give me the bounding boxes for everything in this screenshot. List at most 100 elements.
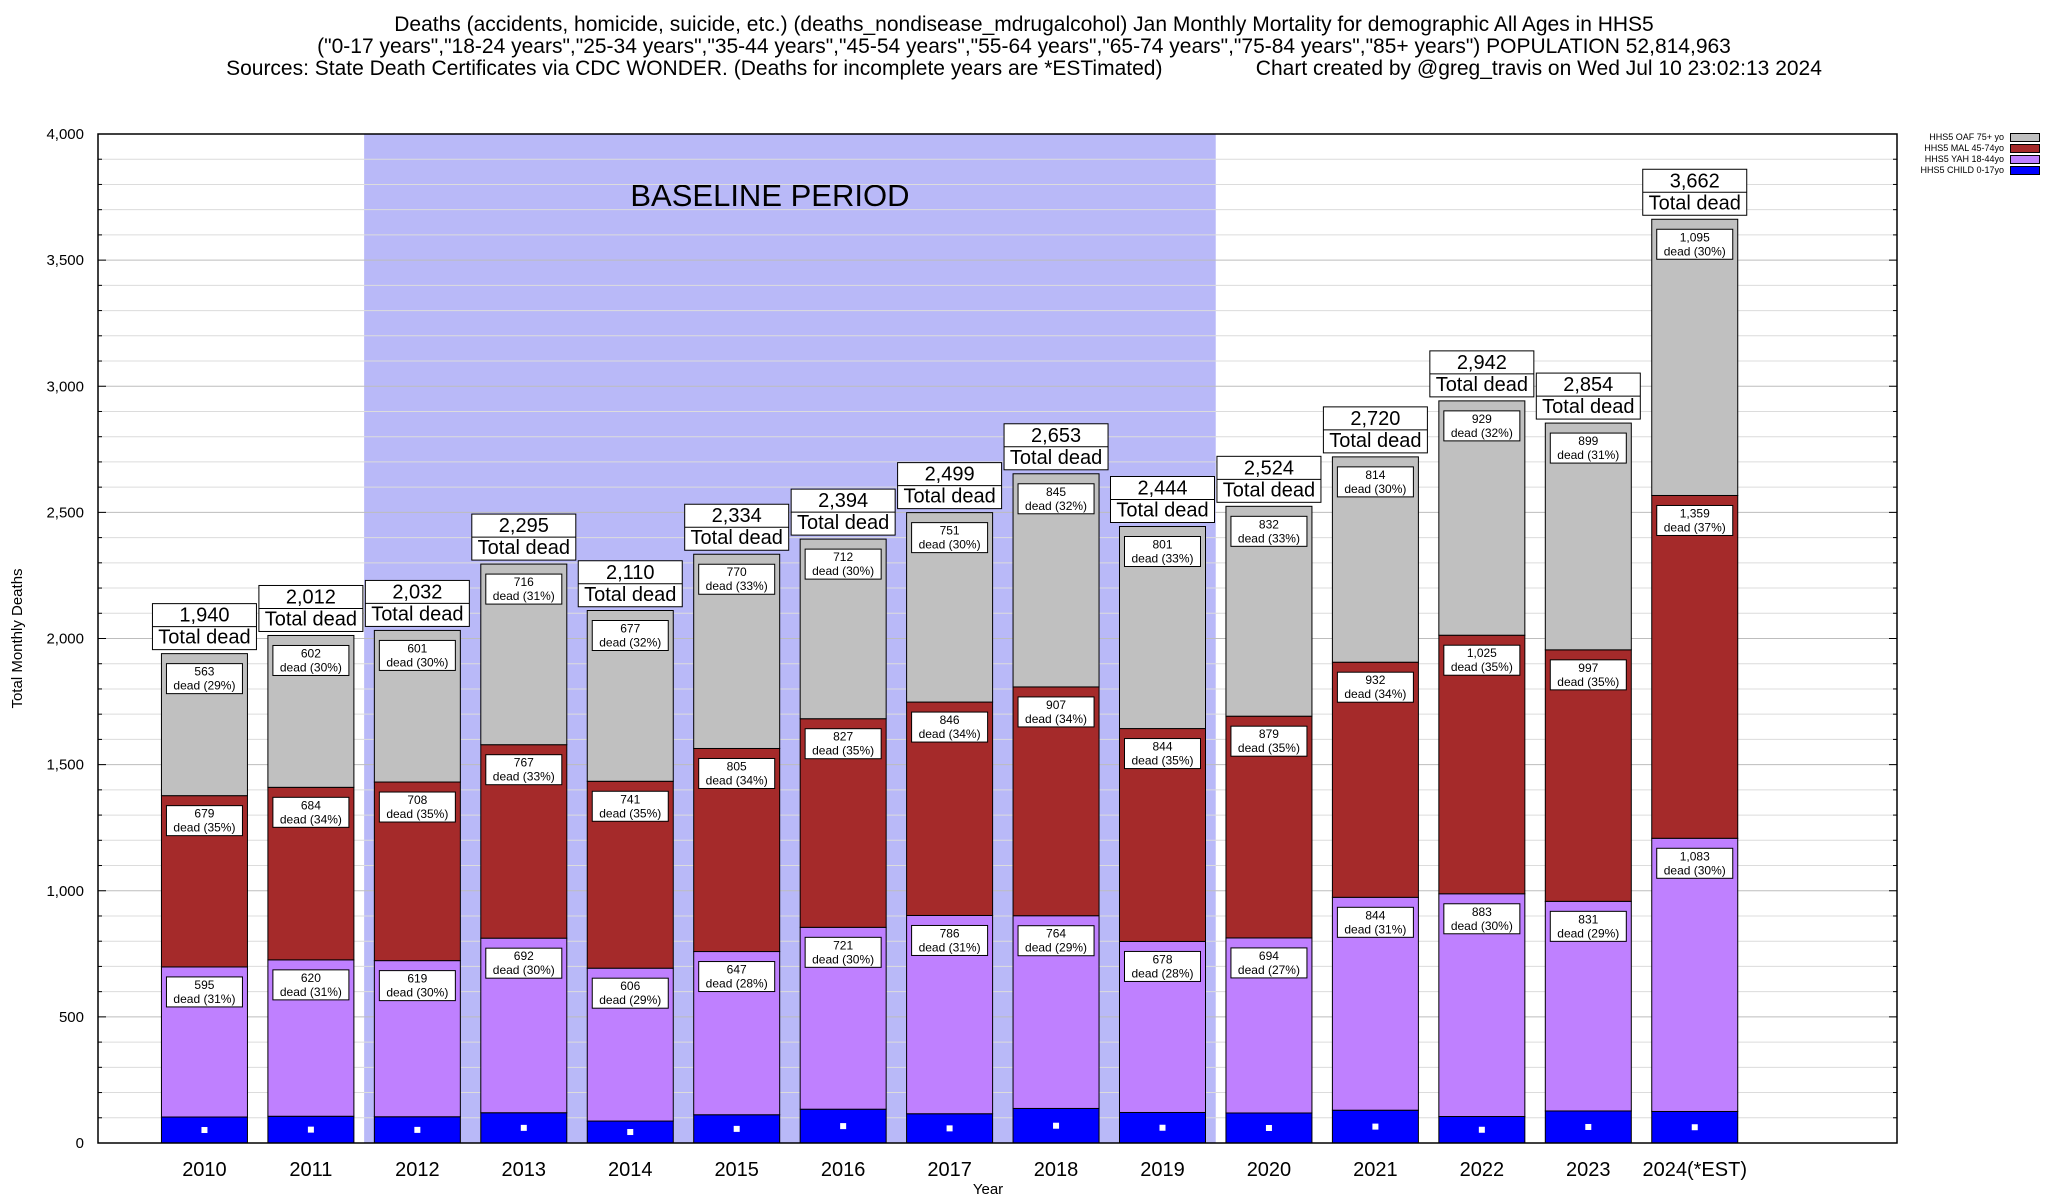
legend-swatch <box>2010 144 2040 153</box>
segment-value-label: 844 <box>1152 740 1172 754</box>
child-marker <box>1585 1123 1592 1130</box>
segment-pct-label: dead (30%) <box>386 986 448 1000</box>
legend-item: HHS5 MAL 45-74yo <box>1920 143 2040 154</box>
segment-pct-label: dead (34%) <box>1025 712 1087 726</box>
chart-title: Deaths (accidents, homicide, suicide, et… <box>394 13 1654 36</box>
legend-item: HHS5 OAF 75+ yo <box>1920 132 2040 143</box>
segment-pct-label: dead (33%) <box>706 579 768 593</box>
segment-label-box <box>272 644 350 676</box>
total-caption-label: Total dead <box>1436 374 1528 396</box>
x-tick-label: 2018 <box>1034 1159 1079 1181</box>
segment-label-box <box>1443 644 1521 676</box>
legend-swatch <box>2010 155 2040 164</box>
chart-legend: HHS5 OAF 75+ yo HHS5 MAL 45-74yo HHS5 YA… <box>1920 132 2040 176</box>
total-value-label: 2,854 <box>1563 374 1613 396</box>
total-caption-label: Total dead <box>1223 479 1315 501</box>
segment-pct-label: dead (30%) <box>1664 863 1726 877</box>
total-caption-label: Total dead <box>903 486 995 508</box>
legend-label: HHS5 OAF 75+ yo <box>1929 132 2004 142</box>
segment-value-label: 827 <box>833 730 853 744</box>
segment-value-label: 883 <box>1472 905 1492 919</box>
segment-pct-label: dead (30%) <box>280 660 342 674</box>
y-tick-label: 500 <box>59 1009 84 1026</box>
total-value-label: 1,940 <box>179 605 229 627</box>
child-marker <box>307 1126 314 1133</box>
segment-label-box <box>804 728 882 760</box>
segment-value-label: 764 <box>1046 927 1066 941</box>
segment-value-label: 814 <box>1365 468 1385 482</box>
segment-pct-label: dead (34%) <box>280 812 342 826</box>
segment-label-box <box>1656 847 1734 879</box>
segment-label-box <box>804 548 882 580</box>
segment-pct-label: dead (33%) <box>1238 531 1300 545</box>
segment-label-box <box>1443 903 1521 935</box>
x-tick-label: 2021 <box>1353 1159 1398 1181</box>
segment-value-label: 708 <box>407 793 427 807</box>
segment-label-box <box>1656 228 1734 260</box>
segment-value-label: 684 <box>301 798 321 812</box>
y-tick-label: 1,000 <box>46 883 84 900</box>
segment-value-label: 879 <box>1259 727 1279 741</box>
segment-pct-label: dead (31%) <box>1557 448 1619 462</box>
x-tick-label: 2020 <box>1247 1159 1292 1181</box>
y-tick-label: 3,500 <box>46 252 84 269</box>
total-value-label: 2,524 <box>1244 457 1294 479</box>
segment-pct-label: dead (32%) <box>599 636 661 650</box>
y-tick-label: 2,000 <box>46 631 84 648</box>
total-caption-label: Total dead <box>797 512 889 534</box>
segment-pct-label: dead (35%) <box>173 821 235 835</box>
segment-value-label: 647 <box>727 963 747 977</box>
segment-pct-label: dead (31%) <box>493 589 555 603</box>
segment-pct-label: dead (35%) <box>599 806 661 820</box>
total-caption-label: Total dead <box>478 537 570 559</box>
x-axis-label: Year <box>973 1181 1003 1198</box>
x-tick-label: 2013 <box>502 1159 547 1181</box>
total-value-label: 2,720 <box>1350 408 1400 430</box>
x-tick-label: 2014 <box>608 1159 653 1181</box>
segment-pct-label: dead (35%) <box>386 807 448 821</box>
chart-subtitle-ages: ("0-17 years","18-24 years","25-34 years… <box>317 35 1731 58</box>
child-marker <box>201 1127 208 1134</box>
x-tick-label: 2022 <box>1460 1159 1505 1181</box>
child-marker <box>1053 1122 1060 1129</box>
total-value-label: 2,012 <box>286 586 336 608</box>
x-tick-label: 2016 <box>821 1159 866 1181</box>
segment-pct-label: dead (35%) <box>1131 754 1193 768</box>
chart-title-block: Deaths (accidents, homicide, suicide, et… <box>0 14 2048 80</box>
segment-pct-label: dead (29%) <box>1025 941 1087 955</box>
segment-label-box <box>272 969 350 1001</box>
total-caption-label: Total dead <box>1116 500 1208 522</box>
segment-value-label: 929 <box>1472 412 1492 426</box>
total-caption-label: Total dead <box>265 608 357 630</box>
legend-item: HHS5 YAH 18-44yo <box>1920 154 2040 165</box>
segment-value-label: 845 <box>1046 485 1066 499</box>
segment-pct-label: dead (37%) <box>1664 520 1726 534</box>
segment-label-box <box>911 924 989 956</box>
segment-value-label: 716 <box>514 575 534 589</box>
segment-label-box <box>1017 696 1095 728</box>
segment-pct-label: dead (31%) <box>919 940 981 954</box>
segment-pct-label: dead (35%) <box>1557 675 1619 689</box>
total-value-label: 2,032 <box>392 581 442 603</box>
total-caption-label: Total dead <box>1329 430 1421 452</box>
segment-label-box <box>485 573 563 605</box>
segment-label-box <box>378 639 456 671</box>
y-tick-label: 1,500 <box>46 757 84 774</box>
child-marker <box>1691 1124 1698 1131</box>
segment-pct-label: dead (30%) <box>812 564 874 578</box>
segment-value-label: 770 <box>727 565 747 579</box>
total-value-label: 3,662 <box>1670 170 1720 192</box>
segment-value-label: 602 <box>301 646 321 660</box>
total-caption-label: Total dead <box>1649 192 1741 214</box>
segment-label-box <box>698 757 776 789</box>
segment-pct-label: dead (29%) <box>1557 926 1619 940</box>
total-caption-label: Total dead <box>584 584 676 606</box>
segment-value-label: 786 <box>940 926 960 940</box>
segment-value-label: 601 <box>407 641 427 655</box>
segment-value-label: 997 <box>1578 661 1598 675</box>
bar-segment <box>1651 837 1739 1112</box>
segment-label-box <box>1017 483 1095 515</box>
segment-label-box <box>1123 950 1201 982</box>
y-tick-label: 3,000 <box>46 378 84 395</box>
segment-label-box <box>698 563 776 595</box>
